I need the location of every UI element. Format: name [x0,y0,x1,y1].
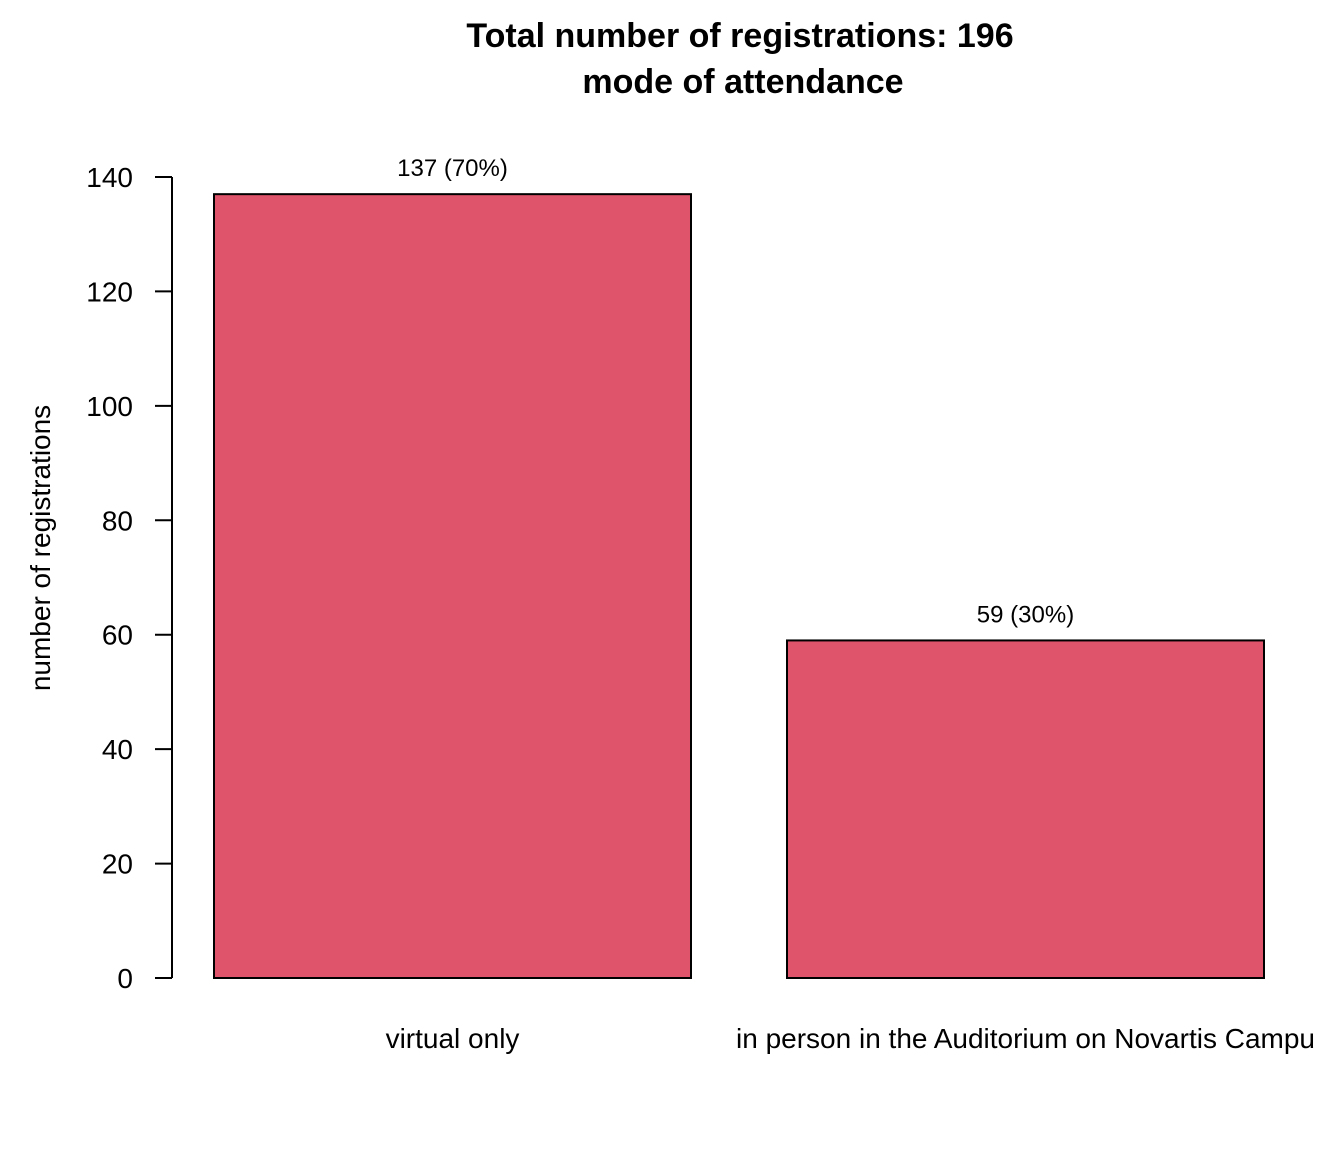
bar [213,193,692,979]
y-tick-label: 0 [117,963,133,994]
x-category-label: in person in the Auditorium on Novartis … [736,1023,1315,1054]
chart-title: Total number of registrations: 196 [466,17,1013,55]
y-tick-label: 60 [102,620,133,651]
y-tick-label: 80 [102,505,133,536]
y-tick-label: 40 [102,734,133,765]
x-axis-labels: virtual only in person in the Auditorium … [386,1023,1315,1054]
y-axis-label: number of registrations [25,405,56,691]
bar-value-label: 137 (70%) [397,155,508,182]
bar-value-label: 59 (30%) [977,601,1074,628]
y-tick-label: 120 [86,276,133,307]
chart-subtitle: mode of attendance [582,63,903,101]
bars: 137 (70%) 59 (30%) [213,155,1265,980]
y-tick-label: 20 [102,849,133,880]
bar [786,639,1265,980]
y-tick-label: 140 [86,162,133,193]
y-tick-label: 100 [86,391,133,422]
x-category-label: virtual only [386,1023,520,1054]
y-axis: 0 20 40 60 80 100 120 140 [86,162,173,994]
